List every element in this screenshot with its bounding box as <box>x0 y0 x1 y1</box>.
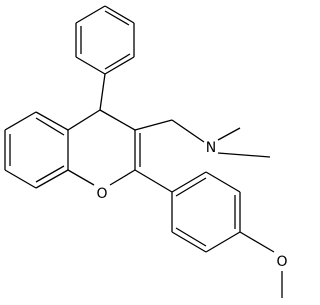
molecule: N O O <box>4 5 288 298</box>
atom-label: O <box>96 186 107 202</box>
page: N O O (() => { const data = JSON.parse(d… <box>4 5 288 298</box>
bonds <box>4 5 283 298</box>
atom-label: O <box>276 254 287 270</box>
atom-label: N <box>206 140 216 156</box>
